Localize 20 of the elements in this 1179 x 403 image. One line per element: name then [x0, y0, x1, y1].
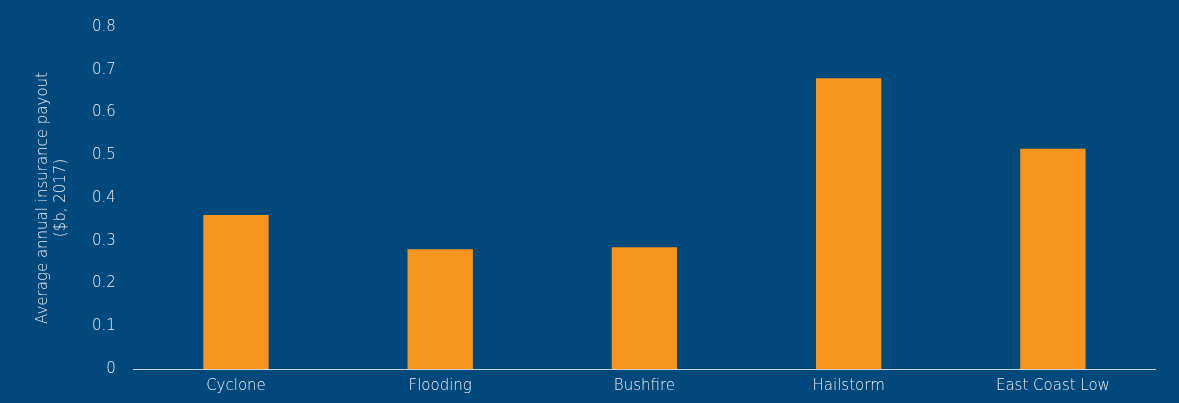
- x-tick-label: Flooding: [408, 375, 472, 394]
- y-tick-label: 0: [106, 358, 116, 377]
- y-tick-label: 0.4: [92, 187, 116, 206]
- y-axis-title: Average annual insurance payout ($b, 2017): [32, 71, 69, 324]
- x-tick-label: Bushfire: [613, 375, 676, 394]
- bar: [1020, 148, 1086, 369]
- bar: [611, 247, 678, 369]
- bar: [815, 78, 882, 369]
- y-tick-label: 0.6: [92, 102, 116, 121]
- x-tick-label: East Coast Low: [995, 375, 1110, 394]
- y-tick-label: 0.2: [92, 273, 116, 292]
- bar: [203, 215, 269, 369]
- x-tick-label: Hailstorm: [812, 375, 885, 394]
- y-tick-label: 0.5: [92, 145, 116, 164]
- y-tick-label: 0.1: [92, 316, 116, 335]
- y-tick-label: 0.8: [92, 16, 116, 35]
- y-tick-label: 0.3: [92, 230, 116, 249]
- bar: [407, 249, 473, 369]
- y-tick-label: 0.7: [92, 59, 116, 78]
- x-tick-label: Cyclone: [206, 375, 266, 394]
